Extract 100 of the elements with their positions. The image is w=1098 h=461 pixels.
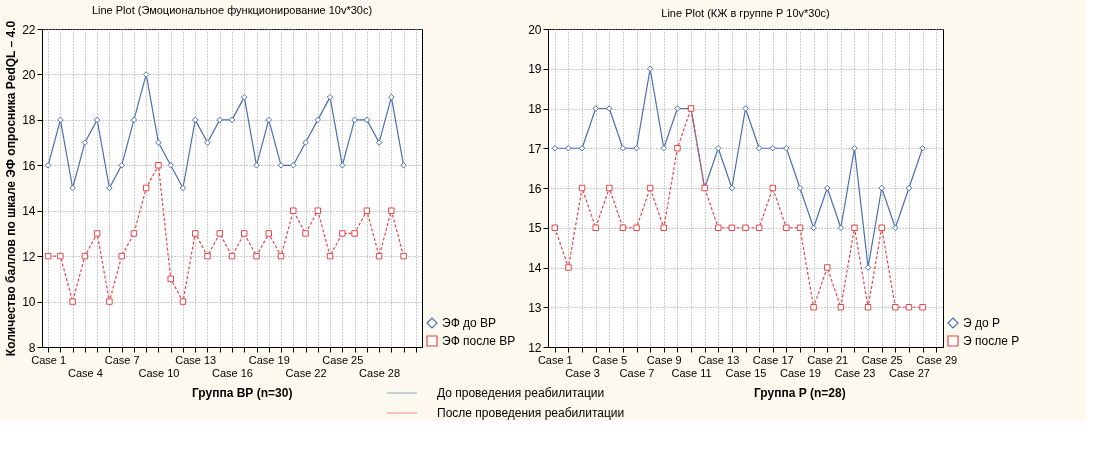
chart-title: Line Plot (Эмоциональное функционирование 10v*30c) [91,4,373,17]
point [302,230,309,237]
x-tick-label: Case 25 [861,353,903,366]
point [228,252,236,260]
point [81,139,89,146]
legend-label: Э до Р [963,316,1000,330]
y-tick-label: 14 [528,261,542,275]
point [339,162,346,169]
x-tick-label: Case 10 [138,366,180,379]
y-tick-label: 20 [528,22,542,37]
x-tick-label: Case 16 [212,366,253,379]
point [326,252,334,260]
y-tick-label: 16 [22,158,36,173]
point [837,304,845,311]
point [905,304,913,311]
point [363,207,371,214]
point [142,71,150,78]
text: Группа ВР (n=30) [192,386,293,400]
point [179,184,187,192]
point [241,230,248,237]
point [363,116,371,124]
point [191,230,199,237]
point [204,139,211,146]
point [851,224,858,231]
point [277,162,285,169]
point [351,116,358,124]
point [142,184,150,192]
point [551,145,559,152]
point [167,162,174,169]
text: После проведения реабилитации [437,406,625,420]
x-tick-label: Case 27 [888,366,930,379]
point [674,145,681,152]
point [130,116,138,124]
point [565,264,572,271]
point [106,298,113,305]
y-tick-label: 13 [528,300,542,315]
y-tick-label: 18 [528,102,542,116]
point [130,230,138,237]
y-tick-label: 19 [528,62,542,77]
point [674,105,681,112]
point [728,224,736,231]
point [351,230,358,237]
point [742,224,749,231]
point [228,116,236,124]
point [93,116,101,124]
text: До проведения реабилитации [437,386,605,400]
x-tick-label: Case 19 [248,353,290,366]
x-tick-label: Case 22 [285,366,327,379]
point [57,252,64,260]
x-tick-label: Case 25 [322,353,364,366]
point [290,207,297,214]
point [878,184,885,192]
x-tick-label: Case 23 [834,366,876,379]
point [769,145,776,152]
x-tick-label: Case 7 [619,366,655,379]
point [93,230,101,237]
point [314,207,322,214]
x-tick-label: Case 17 [752,353,794,366]
legend-label: Э после Р [963,334,1020,348]
point [742,105,749,112]
point [810,224,817,231]
point [179,298,187,305]
y-tick-label: 16 [528,181,542,196]
point [106,184,113,192]
x-tick-label: Case 3 [565,366,600,379]
point [646,65,654,72]
point [864,264,872,271]
point [796,184,804,192]
point [565,145,572,152]
point [633,224,640,231]
point [216,230,223,237]
point [633,145,640,152]
x-tick-label: Case 4 [67,366,103,379]
point [265,116,273,124]
point [400,252,407,260]
x-tick-label: Case 13 [175,353,217,366]
x-tick-label: Case 29 [916,353,958,366]
point [69,184,76,192]
point [646,184,654,192]
point [660,224,668,231]
point [155,162,162,169]
point [204,252,211,260]
point [302,139,309,146]
point [375,252,383,260]
point [277,252,285,260]
point [191,116,199,124]
point [265,230,273,237]
point [892,224,899,231]
point [823,184,831,192]
point [619,145,627,152]
point [375,139,383,146]
point [167,275,174,283]
point [769,184,776,192]
x-tick-label: Case 13 [698,353,740,366]
point [314,116,322,124]
x-tick-label: Case 15 [725,366,767,379]
point [796,224,804,231]
y-tick-label: 14 [22,204,36,219]
point [810,304,817,311]
point [619,224,627,231]
